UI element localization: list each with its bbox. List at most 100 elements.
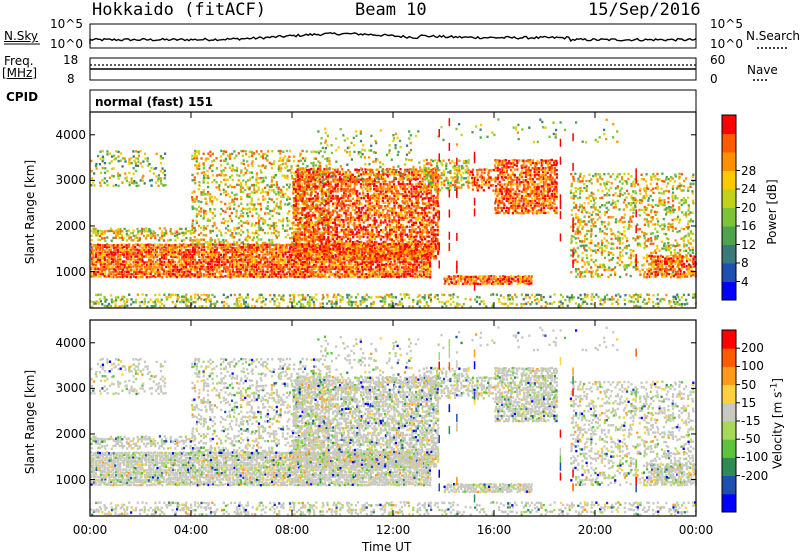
power-cell bbox=[311, 257, 314, 260]
power-cell bbox=[202, 251, 205, 254]
power-cell bbox=[264, 212, 267, 215]
power-cell bbox=[255, 157, 258, 160]
power-cell bbox=[96, 232, 100, 235]
power-cell bbox=[286, 217, 289, 220]
power-cell bbox=[264, 265, 267, 268]
nave-top-tick: 60 bbox=[710, 53, 726, 67]
power-cell bbox=[312, 150, 316, 153]
power-cell bbox=[328, 253, 331, 257]
power-cell bbox=[277, 258, 280, 262]
power-cell bbox=[101, 263, 104, 266]
power-cell bbox=[349, 178, 352, 181]
power-cell bbox=[224, 210, 227, 213]
power-cell bbox=[98, 248, 101, 251]
power-cell bbox=[200, 191, 203, 194]
power-cell bbox=[233, 243, 236, 246]
power-cell bbox=[308, 251, 311, 254]
power-cell bbox=[398, 271, 401, 274]
power-cell bbox=[197, 152, 200, 155]
power-cell bbox=[309, 194, 312, 197]
power-cell bbox=[366, 228, 369, 232]
power-cell bbox=[388, 216, 391, 220]
power-cell bbox=[307, 204, 310, 208]
power-cell bbox=[195, 164, 198, 167]
power-cell bbox=[158, 246, 161, 249]
power-cell bbox=[322, 257, 325, 261]
power-cell bbox=[235, 212, 238, 215]
power-cell bbox=[406, 257, 409, 260]
power-cell bbox=[425, 206, 428, 210]
power-cell bbox=[246, 220, 249, 223]
power-cell bbox=[110, 265, 113, 269]
power-cell bbox=[408, 182, 412, 185]
power-cell bbox=[242, 248, 245, 251]
power-cell bbox=[251, 250, 254, 253]
power-cell bbox=[185, 272, 188, 276]
power-cell bbox=[209, 256, 212, 259]
power-cell bbox=[159, 260, 162, 263]
ytick-label: 3000 bbox=[55, 173, 86, 188]
power-cell bbox=[260, 191, 263, 194]
power-cell bbox=[279, 244, 282, 247]
power-cell bbox=[364, 200, 368, 203]
power-cell bbox=[230, 191, 234, 194]
power-cell bbox=[110, 255, 113, 258]
power-cell bbox=[302, 271, 305, 274]
power-cell bbox=[432, 219, 435, 222]
power-cell bbox=[422, 260, 426, 264]
power-cell bbox=[104, 239, 107, 242]
power-cell bbox=[404, 216, 407, 219]
power-cell bbox=[327, 231, 330, 234]
power-cell bbox=[96, 256, 100, 259]
power-cell bbox=[420, 270, 423, 273]
power-cell bbox=[261, 241, 264, 245]
power-cell bbox=[314, 260, 318, 264]
velocity-colorbar-tick: -100 bbox=[741, 450, 769, 465]
power-cell bbox=[348, 266, 351, 269]
power-cell bbox=[259, 276, 262, 279]
power-cell bbox=[411, 183, 414, 186]
power-cell bbox=[250, 260, 254, 263]
power-cell bbox=[403, 209, 406, 213]
power-cell bbox=[182, 243, 185, 246]
power-cell bbox=[270, 224, 273, 228]
power-cell bbox=[378, 204, 381, 207]
power-cell bbox=[253, 208, 256, 211]
power-cell bbox=[200, 210, 203, 213]
power-cell bbox=[200, 171, 203, 175]
power-cell bbox=[209, 229, 212, 233]
power-cell bbox=[209, 275, 212, 279]
power-cell bbox=[284, 246, 287, 249]
power-cell bbox=[403, 188, 407, 191]
power-cell bbox=[218, 251, 221, 254]
power-cell bbox=[248, 246, 251, 249]
power-cell bbox=[286, 249, 289, 252]
power-cell bbox=[240, 181, 243, 185]
power-cell bbox=[211, 268, 214, 271]
power-cell bbox=[434, 240, 437, 243]
power-cell bbox=[347, 235, 350, 238]
power-cell bbox=[325, 276, 328, 279]
power-cell bbox=[307, 188, 310, 191]
power-cell bbox=[226, 246, 229, 249]
power-cell bbox=[338, 250, 341, 254]
power-cell bbox=[372, 233, 376, 236]
power-cell bbox=[237, 183, 241, 187]
power-cell bbox=[189, 243, 193, 246]
power-cell bbox=[92, 263, 95, 266]
power-cell bbox=[281, 162, 284, 166]
power-cell bbox=[290, 241, 294, 244]
power-cell bbox=[375, 249, 378, 253]
power-cell bbox=[325, 253, 328, 256]
power-cell bbox=[94, 246, 97, 249]
power-cell bbox=[307, 258, 310, 261]
power-cell bbox=[332, 265, 335, 269]
power-cell bbox=[259, 268, 262, 271]
power-cell bbox=[205, 200, 208, 203]
power-cell bbox=[380, 270, 383, 274]
power-cell bbox=[398, 268, 402, 271]
power-cell bbox=[176, 273, 179, 276]
power-cell bbox=[403, 238, 407, 241]
power-cell bbox=[231, 174, 234, 177]
power-cell bbox=[196, 172, 199, 175]
